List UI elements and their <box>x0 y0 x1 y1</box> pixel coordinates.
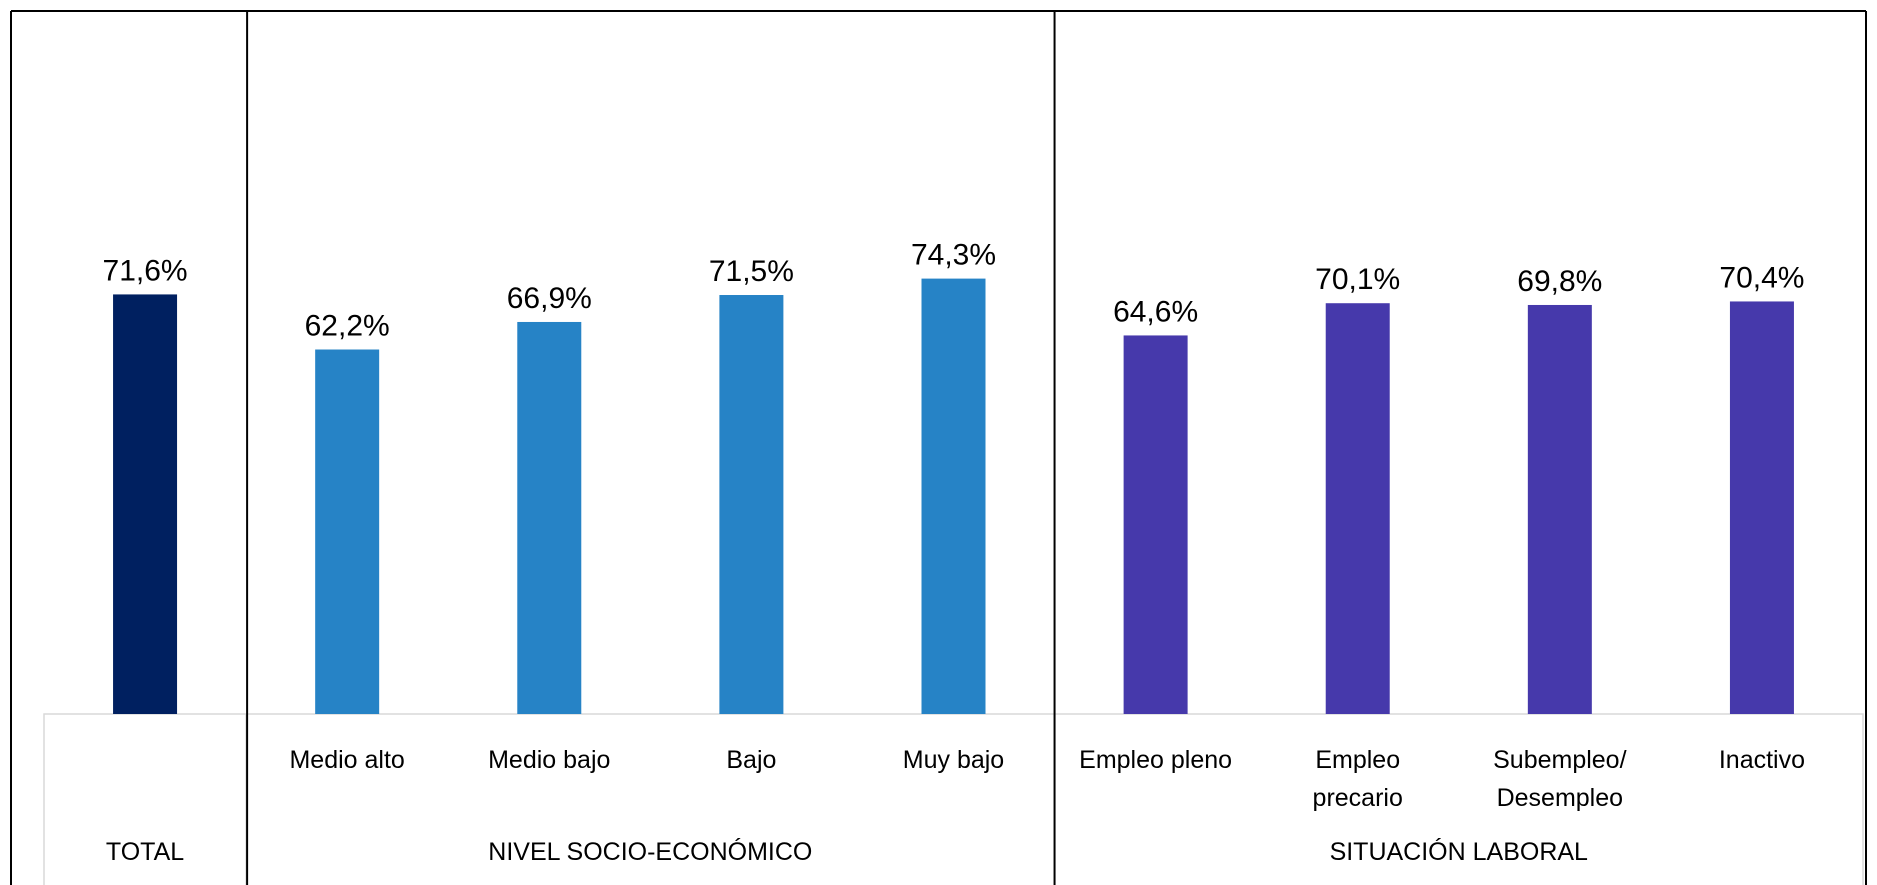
bar <box>517 321 582 714</box>
group-label: SITUACIÓN LABORAL <box>1330 837 1588 866</box>
category-label: Bajo <box>726 746 776 774</box>
value-label: 69,8% <box>1517 265 1602 298</box>
labels-layer: TOTAL NIVEL SOCIO-ECONÓMICO SITUACIÓN LABO… <box>103 239 1806 866</box>
value-label: 74,3% <box>911 239 996 272</box>
value-label: 71,6% <box>103 254 188 287</box>
bar <box>1123 335 1188 714</box>
category-label: Desempleo <box>1497 784 1623 812</box>
category-label: Medio bajo <box>488 746 610 774</box>
group-label: NIVEL SOCIO-ECONÓMICO <box>488 837 812 866</box>
category-label: precario <box>1313 784 1403 812</box>
bars-layer <box>113 278 1794 714</box>
value-label: 71,5% <box>709 255 794 288</box>
category-label: Medio alto <box>289 746 404 774</box>
category-label: Empleo <box>1315 746 1400 774</box>
bar <box>1325 303 1390 714</box>
bar <box>315 349 380 714</box>
category-label: Empleo pleno <box>1079 746 1232 774</box>
value-label: 70,1% <box>1315 263 1400 296</box>
category-label: Inactivo <box>1719 746 1805 774</box>
category-label: Muy bajo <box>903 746 1004 774</box>
value-label: 70,4% <box>1719 261 1804 294</box>
bar <box>719 295 784 714</box>
category-label: Subempleo/ <box>1493 746 1626 774</box>
bar <box>113 294 178 714</box>
bar <box>1729 301 1794 714</box>
bar <box>1527 304 1592 714</box>
value-label: 66,9% <box>507 282 592 315</box>
bar <box>921 278 986 714</box>
value-label: 64,6% <box>1113 295 1198 328</box>
group-label: TOTAL <box>106 838 184 866</box>
value-label: 62,2% <box>305 310 390 343</box>
